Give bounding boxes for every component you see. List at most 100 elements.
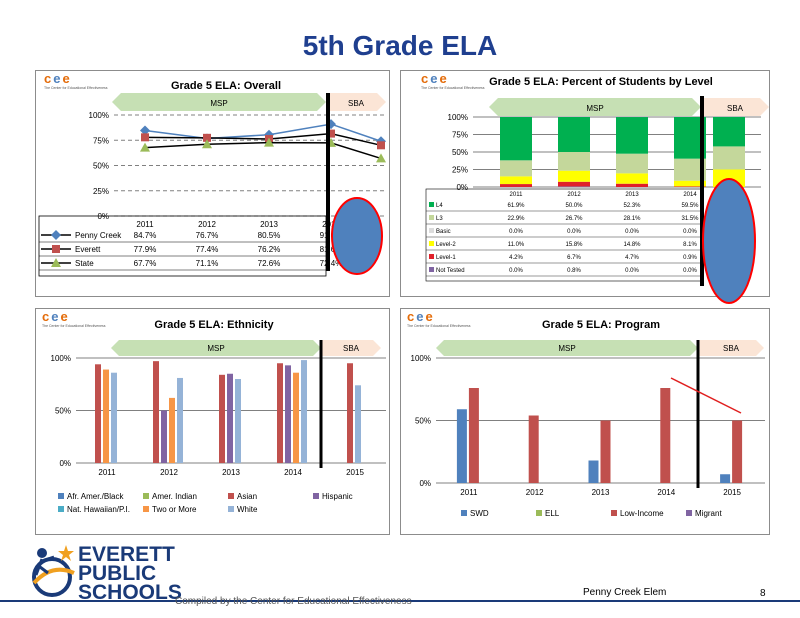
stacked-bar-segment bbox=[558, 181, 590, 187]
sba-placeholder-oval bbox=[702, 178, 756, 304]
y-tick-label: 100% bbox=[448, 113, 468, 122]
legend-swatch bbox=[228, 493, 234, 499]
stacked-bar-segment bbox=[616, 173, 648, 184]
bar bbox=[293, 372, 299, 463]
data-label: 0.0% bbox=[625, 229, 639, 235]
overall-chart-panel: c e e The Center for Educational Effectiven… bbox=[35, 70, 390, 297]
legend-swatch bbox=[429, 241, 434, 246]
series-marker bbox=[141, 133, 149, 142]
bar bbox=[456, 409, 467, 483]
stacked-bar-segment bbox=[616, 153, 648, 174]
stacked-bar-segment bbox=[558, 170, 590, 182]
district-logo-text: EVERETT PUBLIC SCHOOLS bbox=[78, 544, 182, 603]
legend-label: Everett bbox=[75, 245, 101, 254]
cee-tagline: The Center for Educational Effectiveness bbox=[44, 86, 108, 90]
series-marker bbox=[264, 137, 274, 147]
bar bbox=[600, 420, 611, 483]
y-tick-label: 50% bbox=[415, 417, 431, 426]
stacked-bar-segment bbox=[674, 158, 706, 181]
data-label: 0.9% bbox=[683, 255, 697, 261]
bar bbox=[227, 373, 233, 463]
bar bbox=[285, 365, 291, 463]
x-tick-label: 2014 bbox=[322, 220, 340, 229]
sba-band-arrow bbox=[326, 93, 386, 111]
legend-label: Not Tested bbox=[436, 268, 465, 274]
bar bbox=[660, 388, 671, 483]
data-label: 4.2% bbox=[509, 255, 523, 261]
data-label: 84.7% bbox=[134, 231, 157, 240]
y-tick-label: 50% bbox=[55, 407, 71, 416]
data-label: 0.8% bbox=[567, 268, 581, 274]
series-marker bbox=[377, 141, 385, 150]
level-chart-panel: c e e The Center for Educational Effectiven… bbox=[400, 70, 770, 304]
sba-band-arrow bbox=[321, 340, 381, 356]
data-label: 8.1% bbox=[683, 242, 697, 248]
legend-swatch bbox=[143, 506, 149, 512]
legend-swatch bbox=[429, 202, 434, 207]
stacked-bar-segment bbox=[616, 117, 648, 154]
legend-swatch bbox=[536, 510, 542, 516]
bar bbox=[588, 460, 599, 483]
cee-tagline: The Center for Educational Effectiveness bbox=[407, 324, 471, 328]
legend-label: Migrant bbox=[695, 509, 722, 518]
cee-tagline: The Center for Educational Effectiveness bbox=[42, 324, 106, 328]
series-marker bbox=[264, 129, 274, 140]
sba-band-arrow bbox=[698, 340, 764, 356]
data-label: 71.1% bbox=[196, 259, 219, 268]
legend-label: Nat. Hawaiian/P.I. bbox=[67, 505, 130, 514]
legend-label: Level-2 bbox=[436, 242, 456, 248]
x-tick-label: 2011 bbox=[460, 488, 478, 497]
data-label: 31.5% bbox=[681, 216, 699, 222]
sba-band-arrow bbox=[701, 98, 769, 116]
x-tick-label: 2012 bbox=[526, 488, 544, 497]
data-label: 0.0% bbox=[509, 268, 523, 274]
x-tick-label: 2014 bbox=[284, 468, 302, 477]
data-label: 6.7% bbox=[567, 255, 581, 261]
legend-label: Amer. Indian bbox=[152, 492, 197, 501]
cee-tagline: The Center for Educational Effectiveness bbox=[421, 86, 485, 90]
legend-label: Low-Income bbox=[620, 509, 664, 518]
msp-band-arrow bbox=[489, 98, 701, 116]
stacked-bar-segment bbox=[500, 160, 532, 177]
legend-label: State bbox=[75, 259, 94, 268]
legend-label: L4 bbox=[436, 203, 443, 209]
stacked-bar-segment bbox=[500, 176, 532, 185]
x-tick-label: 2013 bbox=[222, 468, 240, 477]
footer-rule bbox=[0, 600, 800, 602]
legend-marker bbox=[51, 258, 61, 267]
legend-label: Asian bbox=[237, 492, 257, 501]
bar bbox=[161, 410, 167, 463]
bar bbox=[95, 364, 101, 463]
data-label: 77.9% bbox=[134, 245, 157, 254]
legend-swatch bbox=[58, 506, 64, 512]
data-label: 91.0% bbox=[320, 231, 343, 240]
msp-band-arrow bbox=[111, 340, 321, 356]
data-label: 80.5% bbox=[258, 231, 281, 240]
legend-swatch bbox=[143, 493, 149, 499]
legend-swatch bbox=[686, 510, 692, 516]
x-tick-label: 2012 bbox=[160, 468, 178, 477]
sba-band-label: SBA bbox=[727, 104, 744, 113]
y-tick-label: 0% bbox=[456, 183, 468, 192]
data-label: 22.9% bbox=[507, 216, 525, 222]
stacked-bar-segment bbox=[500, 184, 532, 187]
series-line bbox=[144, 141, 382, 160]
y-tick-label: 0% bbox=[59, 459, 71, 468]
legend-label: Level-1 bbox=[436, 255, 456, 261]
legend-swatch bbox=[313, 493, 319, 499]
y-tick-label: 100% bbox=[51, 354, 71, 363]
legend-label: L3 bbox=[436, 216, 443, 222]
sba-placeholder-oval bbox=[331, 197, 383, 275]
y-tick-label: 75% bbox=[452, 131, 468, 140]
stacked-bar-segment bbox=[558, 152, 590, 171]
x-tick-label: 2011 bbox=[510, 192, 524, 198]
data-label: 72.4% bbox=[320, 259, 343, 268]
bar bbox=[301, 360, 307, 463]
bar bbox=[103, 369, 109, 463]
school-name: Penny Creek Elem bbox=[583, 587, 667, 598]
bar bbox=[732, 420, 743, 483]
stacked-bar-segment bbox=[558, 117, 590, 152]
